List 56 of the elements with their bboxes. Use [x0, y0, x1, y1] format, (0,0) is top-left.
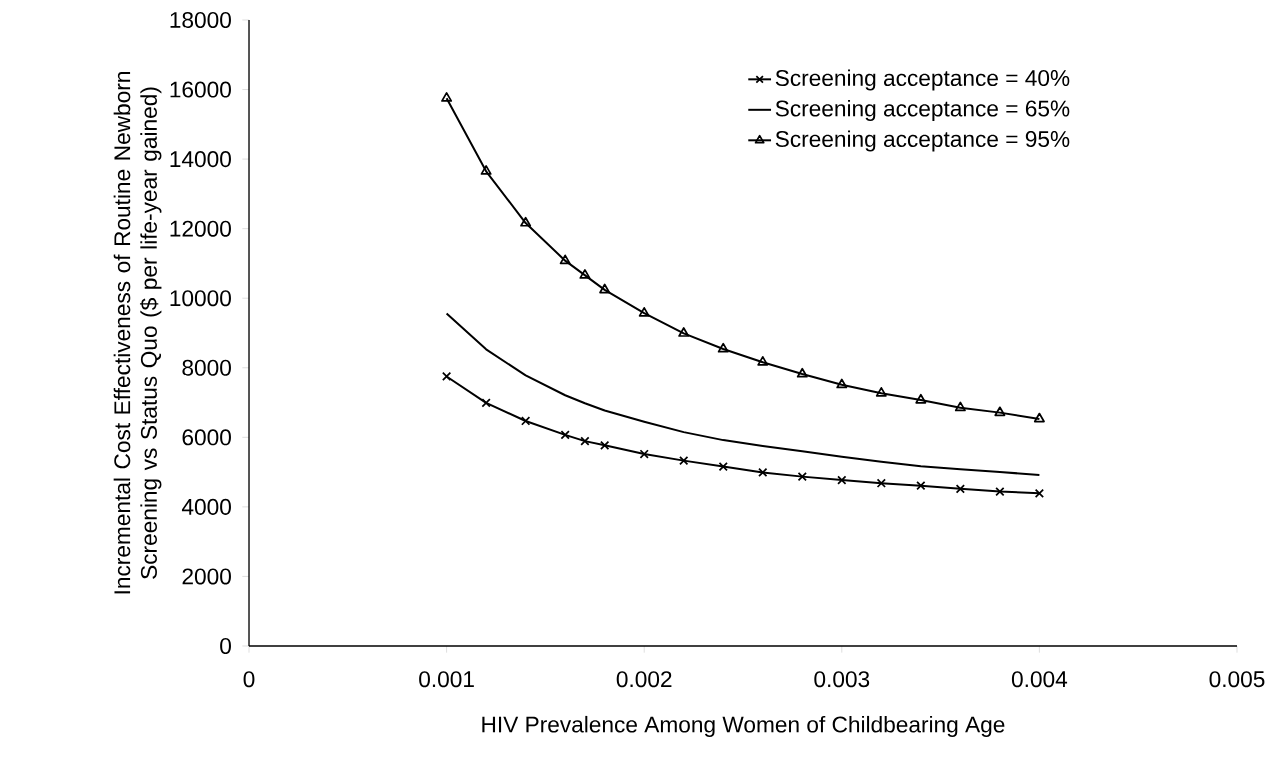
point: [717, 342, 729, 353]
point: [599, 283, 611, 294]
point: [836, 378, 848, 389]
point: [580, 436, 590, 446]
point: [679, 455, 689, 466]
point: [915, 393, 927, 404]
point: [994, 406, 1006, 417]
y-tick-label: 6000: [182, 429, 231, 446]
point: [639, 449, 649, 459]
y-tick-label: 16000: [170, 81, 231, 98]
point: [796, 367, 808, 378]
point: [560, 430, 570, 440]
point: [1034, 488, 1045, 498]
point: [718, 461, 728, 472]
point: [441, 92, 453, 102]
x-tick-label: 0.005: [1209, 671, 1265, 688]
point: [995, 486, 1005, 497]
y-tick-label: 12000: [170, 220, 231, 237]
point: [638, 306, 650, 317]
x-tick-label: 0.003: [814, 671, 870, 688]
point: [758, 467, 768, 478]
point: [481, 398, 491, 408]
y-tick-label: 2000: [182, 568, 231, 585]
point: [559, 254, 571, 265]
point: [579, 269, 591, 279]
x-axis-title: HIV Prevalence Among Women of Childbearing Age: [482, 715, 1005, 738]
legend-label: Screening acceptance = 65%: [775, 99, 1070, 122]
y-tick-label: 10000: [170, 290, 231, 307]
y-tick-label: 0: [220, 637, 231, 655]
point: [876, 478, 886, 488]
x-tick-label: 0: [243, 671, 255, 688]
point: [916, 481, 926, 491]
point: [875, 386, 887, 397]
point: [600, 440, 610, 450]
point: [678, 327, 690, 337]
point: [757, 356, 769, 366]
y-tick-label: 4000: [181, 498, 231, 515]
point: [1033, 412, 1045, 423]
y-axis-title: Incremental Cost Effectiveness of Routine Newborn Screening vs Status Quo ($ per life-year gained): [113, 72, 162, 594]
legend-label: Screening acceptance = 95%: [775, 130, 1070, 152]
line-series: [445, 312, 1041, 476]
point: [520, 216, 532, 227]
legend-label: Screening acceptance = 40%: [775, 69, 1070, 91]
x-tick-label: 0.002: [616, 671, 672, 688]
y-tick-label: 8000: [182, 359, 231, 376]
x-tick-label: 0.004: [1011, 671, 1068, 688]
x-tick-label: 0.001: [419, 671, 474, 688]
point: [521, 416, 531, 426]
point: [955, 484, 965, 494]
point: [797, 471, 807, 482]
y-tick-label: 14000: [170, 151, 231, 168]
point: [837, 475, 847, 485]
point: [954, 401, 966, 412]
y-tick-label: 18000: [170, 11, 231, 29]
point: [480, 165, 492, 175]
point: [441, 371, 452, 382]
